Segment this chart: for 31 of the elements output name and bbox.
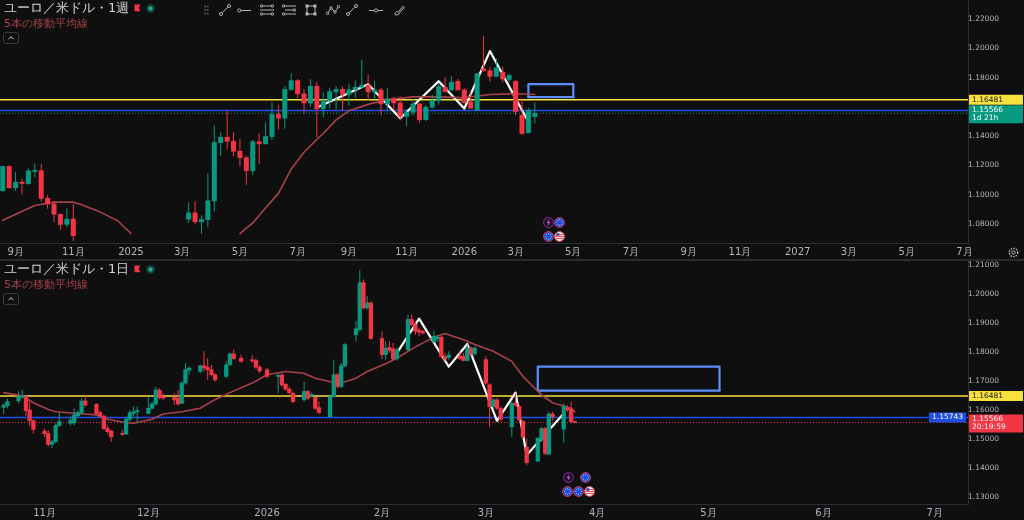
x-tick-label: 5月 bbox=[700, 506, 717, 518]
x-tick-label: 7月 bbox=[926, 506, 943, 518]
x-tick-label: 7月 bbox=[956, 245, 973, 257]
x-tick-label: 9月 bbox=[680, 245, 697, 257]
x-tick-label: 7月 bbox=[289, 245, 306, 257]
text: 5本の移動平均線 bbox=[4, 278, 88, 291]
x-tick-label: 2026 bbox=[451, 245, 478, 257]
x-tick-label: 11月 bbox=[728, 245, 752, 257]
x-tick-label: 9月 bbox=[340, 245, 358, 257]
x-tick-label: 7月 bbox=[622, 245, 640, 257]
x-tick-label: 11月 bbox=[33, 506, 56, 518]
x-tick-label: 6月 bbox=[815, 506, 832, 518]
x-tick-label: 3月 bbox=[507, 245, 524, 257]
x-tick-label: 3月 bbox=[174, 245, 191, 257]
x-tick-label: 2025 bbox=[118, 245, 144, 257]
text: 5本の移動平均線 bbox=[4, 17, 88, 30]
chart-title: ユーロ／米ドル・1日 bbox=[4, 261, 130, 277]
x-tick-label: 5月 bbox=[231, 245, 249, 257]
x-tick-label: 5月 bbox=[565, 245, 582, 257]
x-tick-label: 12月 bbox=[136, 506, 160, 518]
x-tick-label: 3月 bbox=[840, 245, 858, 257]
x-tick-label: 3月 bbox=[477, 506, 495, 518]
x-tick-label: 2026 bbox=[254, 506, 280, 518]
x-tick-label: 5月 bbox=[898, 245, 915, 257]
x-tick-label: 11月 bbox=[395, 245, 418, 257]
x-tick-label: 9月 bbox=[7, 245, 24, 257]
x-tick-label: 11月 bbox=[61, 245, 85, 257]
x-tick-label: 2月 bbox=[373, 506, 391, 518]
chart-title: ユーロ／米ドル・1週 bbox=[4, 0, 130, 16]
x-tick-label: 4月 bbox=[588, 506, 606, 518]
x-tick-label: 2027 bbox=[784, 245, 811, 257]
